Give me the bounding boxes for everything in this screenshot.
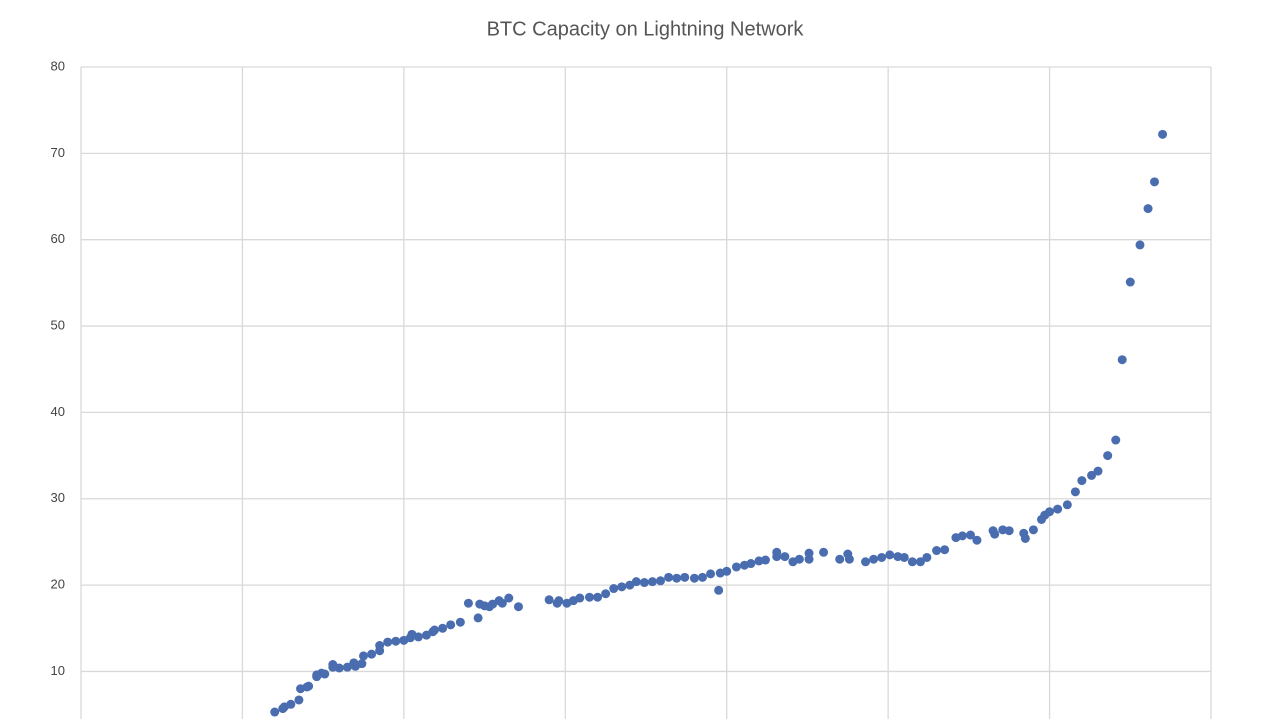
point bbox=[438, 623, 448, 633]
point bbox=[575, 593, 585, 603]
y-tick-label: 60 bbox=[51, 231, 65, 246]
point bbox=[1062, 500, 1072, 510]
point bbox=[463, 598, 473, 608]
point bbox=[1111, 435, 1121, 445]
point bbox=[907, 557, 917, 567]
point bbox=[1004, 526, 1014, 536]
point bbox=[972, 535, 982, 545]
point bbox=[1158, 129, 1168, 139]
point bbox=[601, 589, 611, 599]
point bbox=[885, 550, 895, 560]
point bbox=[413, 632, 423, 642]
point bbox=[1070, 487, 1080, 497]
point bbox=[320, 669, 330, 679]
point bbox=[835, 554, 845, 564]
point bbox=[722, 566, 732, 576]
point bbox=[617, 582, 627, 592]
point bbox=[780, 552, 790, 562]
y-tick-label: 70 bbox=[51, 145, 65, 160]
point bbox=[819, 547, 829, 557]
point bbox=[473, 613, 483, 623]
point bbox=[334, 663, 344, 673]
point bbox=[375, 646, 385, 656]
point bbox=[647, 577, 657, 587]
point bbox=[1077, 476, 1087, 486]
point bbox=[1028, 525, 1038, 535]
point bbox=[965, 530, 975, 540]
point bbox=[957, 531, 967, 541]
point bbox=[746, 559, 756, 569]
point bbox=[286, 699, 296, 709]
point bbox=[497, 598, 507, 608]
point bbox=[270, 707, 280, 717]
point bbox=[689, 573, 699, 583]
point bbox=[1150, 177, 1159, 187]
point bbox=[357, 659, 367, 669]
point bbox=[772, 552, 782, 562]
y-tick-label: 10 bbox=[51, 663, 65, 678]
point bbox=[990, 529, 1000, 539]
point bbox=[1093, 466, 1103, 476]
point bbox=[513, 602, 523, 612]
point bbox=[1125, 277, 1135, 287]
point bbox=[504, 593, 514, 603]
point bbox=[672, 573, 682, 583]
chart-title: BTC Capacity on Lightning Network bbox=[487, 18, 805, 40]
point bbox=[844, 554, 854, 564]
point bbox=[585, 592, 594, 602]
point bbox=[794, 554, 804, 564]
point bbox=[714, 585, 724, 595]
point bbox=[430, 625, 440, 635]
point bbox=[304, 681, 314, 691]
point bbox=[899, 552, 909, 562]
point bbox=[698, 572, 707, 582]
y-tick-label: 80 bbox=[51, 58, 65, 73]
point bbox=[1087, 470, 1097, 480]
point bbox=[1053, 504, 1063, 514]
point bbox=[1135, 240, 1145, 250]
point bbox=[359, 651, 368, 661]
point bbox=[631, 577, 641, 587]
point bbox=[342, 662, 352, 672]
y-tick-label: 50 bbox=[51, 317, 65, 332]
point bbox=[664, 572, 674, 582]
point bbox=[391, 636, 401, 646]
point bbox=[609, 584, 619, 594]
point bbox=[877, 552, 887, 562]
point bbox=[932, 546, 942, 556]
point bbox=[455, 617, 465, 627]
point bbox=[446, 620, 456, 630]
point bbox=[554, 596, 564, 606]
y-tick-label: 40 bbox=[51, 404, 65, 419]
point bbox=[706, 569, 716, 579]
y-tick-label: 20 bbox=[51, 577, 65, 592]
point bbox=[544, 595, 554, 605]
point bbox=[915, 557, 925, 567]
point bbox=[1103, 451, 1113, 461]
point bbox=[294, 695, 304, 705]
point bbox=[1045, 507, 1055, 517]
point bbox=[869, 554, 879, 564]
point bbox=[367, 649, 377, 659]
point bbox=[1020, 533, 1030, 543]
point bbox=[804, 554, 814, 564]
point bbox=[383, 637, 393, 647]
y-tick-label: 30 bbox=[51, 490, 65, 505]
point bbox=[593, 592, 603, 602]
point bbox=[731, 562, 741, 572]
point bbox=[680, 572, 690, 582]
point bbox=[1143, 204, 1153, 214]
point bbox=[760, 555, 770, 565]
point bbox=[639, 578, 649, 588]
point bbox=[922, 552, 932, 562]
point bbox=[940, 545, 950, 555]
point bbox=[1117, 355, 1127, 365]
point bbox=[656, 576, 666, 586]
point bbox=[861, 557, 871, 567]
